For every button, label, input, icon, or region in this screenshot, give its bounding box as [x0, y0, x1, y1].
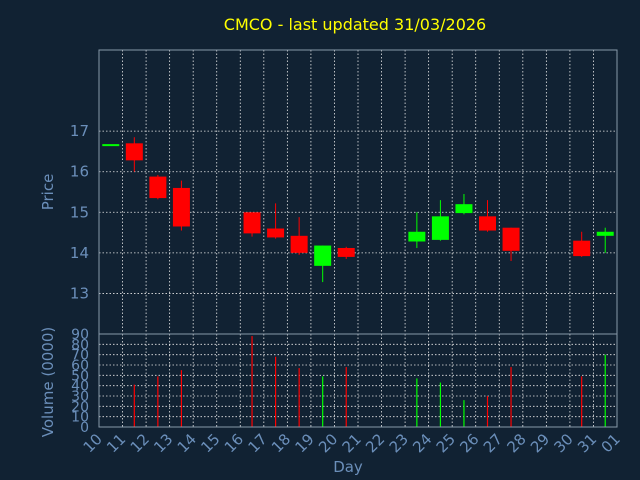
x-axis-label: Day [333, 458, 363, 476]
candle-body [431, 216, 449, 240]
candle-body [172, 187, 190, 227]
axes [98, 49, 618, 428]
candle-body [573, 240, 591, 257]
volume-tick-label: 30 [71, 389, 89, 405]
price-tick-labels: 13 14 15 16 17 [70, 122, 89, 302]
volume-axis-label: Volume (0000) [39, 327, 57, 437]
candle-body [149, 176, 167, 199]
price-tick-label: 14 [70, 244, 89, 262]
candle-body [455, 204, 473, 214]
volume-frame [98, 333, 618, 428]
volume-tick-label: 90 [71, 327, 89, 343]
price-tick-label: 15 [70, 203, 89, 221]
candle-body [596, 231, 614, 236]
x-tick-labels: 1011121314151617181920212223242526272829… [80, 430, 624, 456]
candle-body [125, 143, 143, 161]
volume-tick-label: 60 [71, 358, 89, 374]
price-tick-label: 13 [70, 284, 89, 302]
price-tick-label: 16 [70, 163, 89, 181]
candle-body [408, 231, 426, 242]
candle-body [479, 216, 496, 231]
candle-body [502, 227, 520, 251]
volume-tick-label: 40 [71, 379, 89, 395]
volume-tick-label: 10 [71, 410, 89, 426]
candle-body [267, 228, 285, 238]
candle-body [102, 144, 120, 147]
volume-tick-label: 50 [71, 368, 89, 384]
price-tick-label: 17 [70, 122, 89, 140]
volume-tick-label: 20 [71, 399, 89, 415]
volume-tick-label: 0 [80, 420, 89, 436]
candle-body [337, 247, 355, 257]
price-panel [102, 137, 614, 283]
candle-body [314, 245, 332, 266]
volume-tick-label: 80 [71, 337, 89, 353]
price-axis-label: Price [39, 174, 57, 211]
chart-title: CMCO - last updated 31/03/2026 [224, 15, 486, 34]
candle-body [243, 212, 261, 234]
price-gridlines [99, 50, 617, 334]
volume-panel [133, 336, 606, 427]
candle-body [290, 235, 308, 253]
volume-tick-label: 70 [71, 348, 89, 364]
